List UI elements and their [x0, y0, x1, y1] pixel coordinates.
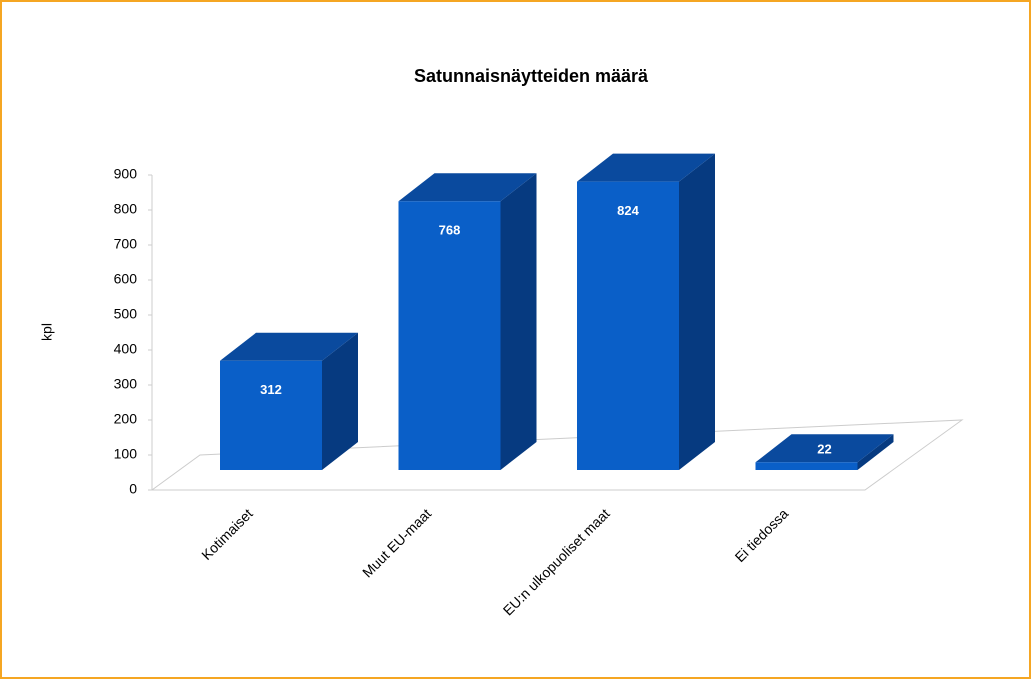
y-axis-label: kpl — [39, 323, 55, 341]
bar-front — [220, 360, 322, 470]
bar-side — [322, 332, 358, 470]
y-tick-label: 500 — [114, 306, 138, 322]
y-tick-label: 700 — [114, 236, 138, 252]
y-tick-label: 300 — [114, 376, 138, 392]
y-tick-label: 0 — [129, 481, 137, 497]
bar — [577, 153, 715, 470]
y-tick-label: 200 — [114, 411, 138, 427]
bar-front — [577, 181, 679, 470]
y-tick-label: 800 — [114, 201, 138, 217]
data-label: 22 — [817, 442, 831, 457]
y-tick-label: 600 — [114, 271, 138, 287]
data-label: 768 — [439, 223, 461, 238]
bar-side — [857, 434, 894, 470]
bar — [755, 434, 894, 470]
bar-top — [398, 173, 537, 202]
data-label: 312 — [260, 382, 282, 397]
bar-top — [220, 332, 358, 361]
bar-side — [500, 173, 537, 470]
y-tick-label: 100 — [114, 446, 138, 462]
y-tick-label: 900 — [114, 166, 138, 182]
data-label: 824 — [617, 203, 639, 218]
bar — [398, 173, 537, 470]
bar-front — [398, 201, 501, 470]
chart-title: Satunnaisnäytteiden määrä — [414, 66, 649, 86]
bar-top — [577, 153, 715, 182]
bar-front — [755, 462, 858, 470]
bar-side — [679, 153, 715, 470]
bar — [220, 332, 358, 470]
bar-top — [755, 434, 894, 463]
y-tick-label: 400 — [114, 341, 138, 357]
floor — [150, 419, 964, 491]
